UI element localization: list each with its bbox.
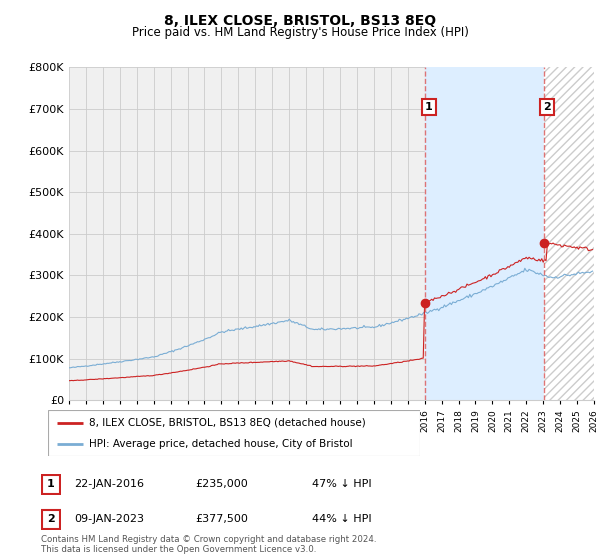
Text: 47% ↓ HPI: 47% ↓ HPI <box>312 479 371 489</box>
Text: 8, ILEX CLOSE, BRISTOL, BS13 8EQ: 8, ILEX CLOSE, BRISTOL, BS13 8EQ <box>164 14 436 28</box>
Bar <box>544 67 594 400</box>
FancyBboxPatch shape <box>42 510 59 529</box>
Text: 44% ↓ HPI: 44% ↓ HPI <box>312 514 371 524</box>
Text: 22-JAN-2016: 22-JAN-2016 <box>74 479 144 489</box>
Text: £235,000: £235,000 <box>195 479 248 489</box>
FancyBboxPatch shape <box>42 475 59 494</box>
Text: HPI: Average price, detached house, City of Bristol: HPI: Average price, detached house, City… <box>89 439 353 449</box>
Text: Contains HM Land Registry data © Crown copyright and database right 2024.
This d: Contains HM Land Registry data © Crown c… <box>41 535 376 554</box>
Bar <box>544 67 594 400</box>
Text: 09-JAN-2023: 09-JAN-2023 <box>74 514 144 524</box>
Text: £377,500: £377,500 <box>195 514 248 524</box>
Text: 8, ILEX CLOSE, BRISTOL, BS13 8EQ (detached house): 8, ILEX CLOSE, BRISTOL, BS13 8EQ (detach… <box>89 418 365 428</box>
Bar <box>425 67 544 400</box>
Text: 2: 2 <box>47 514 55 524</box>
Text: 1: 1 <box>47 479 55 489</box>
Text: Price paid vs. HM Land Registry's House Price Index (HPI): Price paid vs. HM Land Registry's House … <box>131 26 469 39</box>
Text: 1: 1 <box>425 102 433 112</box>
Text: 2: 2 <box>543 102 551 112</box>
FancyBboxPatch shape <box>48 410 420 456</box>
